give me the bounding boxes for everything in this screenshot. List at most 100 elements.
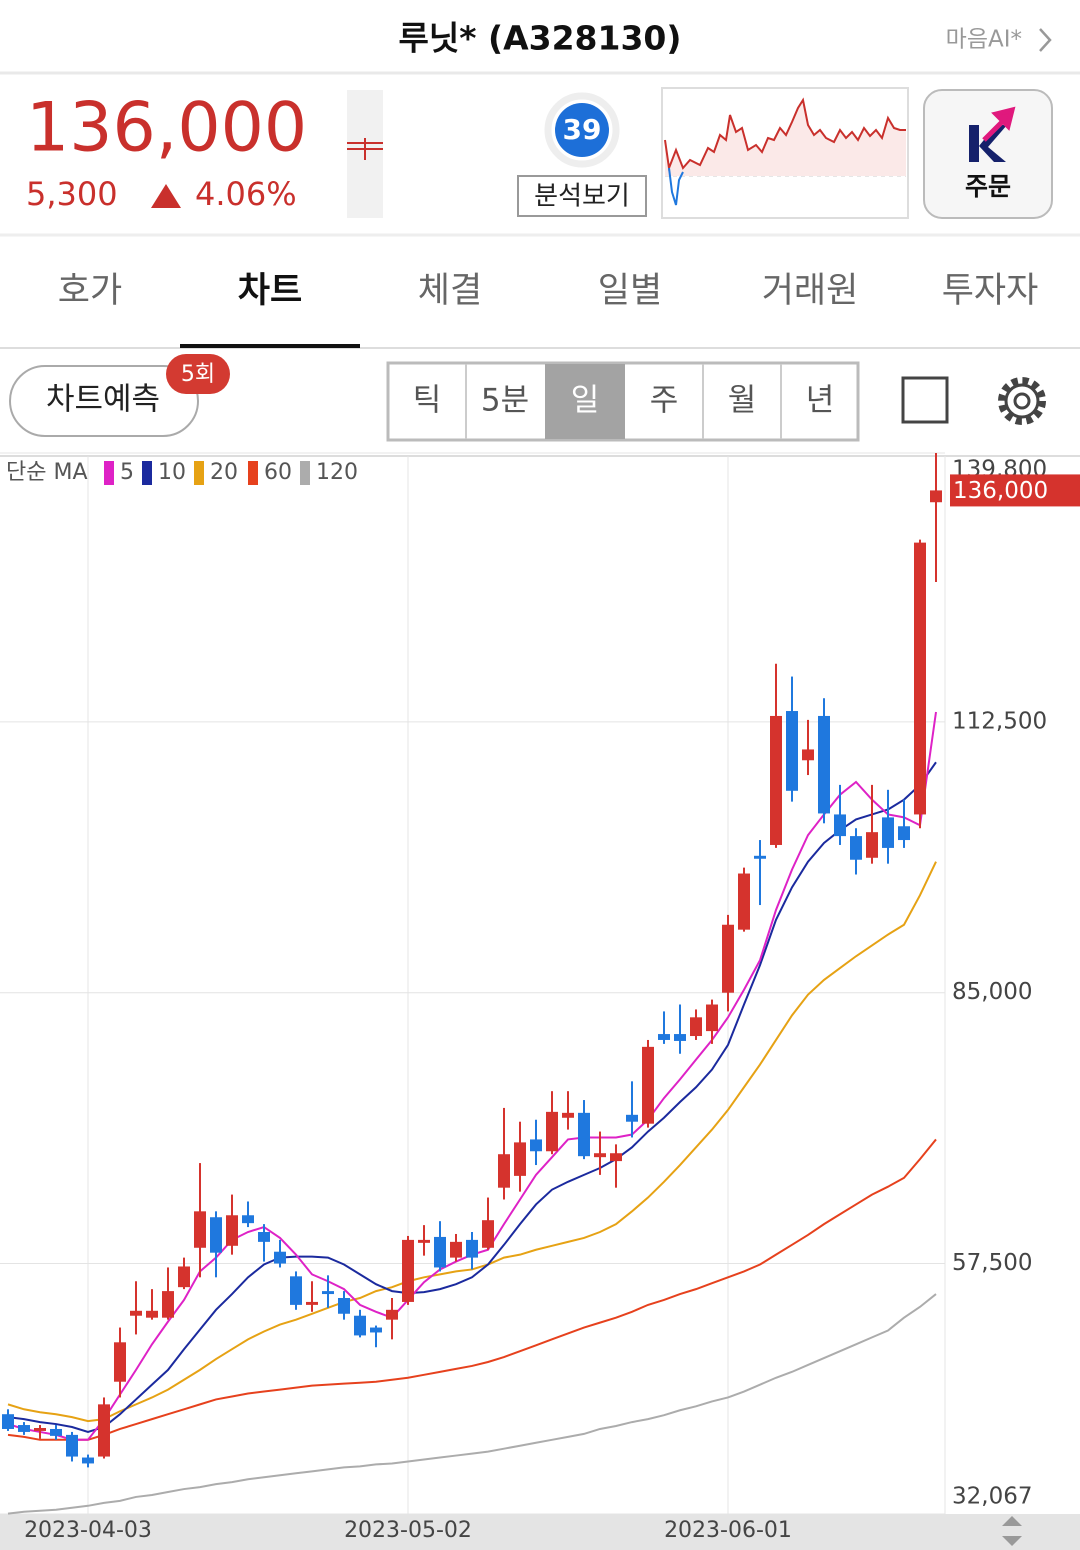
- legend-swatch: [142, 461, 152, 485]
- candle-body: [290, 1276, 302, 1305]
- candle-body: [34, 1427, 46, 1431]
- settings-icon-hub[interactable]: [1013, 392, 1031, 410]
- tab-indicator: [180, 344, 360, 348]
- legend-label: 10: [158, 460, 186, 485]
- candle-body: [770, 715, 782, 845]
- sparkline-low: [668, 167, 684, 206]
- candle-body: [66, 1434, 78, 1457]
- candle-body: [162, 1291, 174, 1318]
- scale-handle[interactable]: [1002, 1516, 1022, 1546]
- tab[interactable]: 호가: [58, 271, 122, 311]
- candle-body: [306, 1301, 318, 1305]
- sparkline: [664, 97, 906, 172]
- predict-label[interactable]: 차트예측: [46, 382, 160, 418]
- candle-body: [418, 1239, 430, 1243]
- period-dividers: [465, 364, 782, 439]
- candle-body: [642, 1046, 654, 1124]
- predict-badge: [166, 354, 230, 394]
- y-tick-label: 57,500: [952, 1250, 1032, 1276]
- settings-icon-teeth[interactable]: [998, 377, 1046, 425]
- tab[interactable]: 투자자: [942, 271, 1039, 311]
- order-logo-arrow[interactable]: [982, 106, 1016, 142]
- candle-body: [658, 1034, 670, 1040]
- x-tick-label: 2023-06-01: [664, 1518, 792, 1543]
- candle-body: [514, 1142, 526, 1176]
- candle-body: [98, 1404, 110, 1457]
- order-label[interactable]: 주문: [965, 172, 1011, 201]
- period[interactable]: 틱: [413, 383, 442, 419]
- analysis-button[interactable]: [517, 175, 647, 217]
- candle-body: [530, 1139, 542, 1152]
- legend-label: 20: [210, 460, 238, 485]
- candle-body: [274, 1251, 286, 1264]
- candle-body: [130, 1310, 142, 1316]
- candle-body: [466, 1239, 478, 1258]
- candle-body: [434, 1236, 446, 1268]
- score: 39: [563, 113, 602, 146]
- score-badge: [555, 103, 609, 157]
- candle-body: [802, 749, 814, 761]
- candle-body: [114, 1342, 126, 1382]
- candle-body: [450, 1241, 462, 1258]
- candle-body: [722, 924, 734, 993]
- ma-legend-title: 단순 MA: [6, 460, 88, 485]
- candle-body: [818, 715, 830, 814]
- candle-body: [18, 1425, 30, 1432]
- candle-body: [178, 1266, 190, 1288]
- candle-body: [898, 826, 910, 841]
- tab[interactable]: 거래원: [762, 271, 859, 311]
- candle-body: [674, 1034, 686, 1041]
- candle-body: [386, 1309, 398, 1320]
- period-active[interactable]: 일: [571, 383, 600, 419]
- candle-body: [866, 832, 878, 858]
- candle-body: [610, 1153, 622, 1162]
- candle-body: [914, 542, 926, 815]
- candle-body: [706, 1004, 718, 1032]
- legend-label: 60: [264, 460, 292, 485]
- candle-body: [882, 817, 894, 848]
- chart: 32,06757,50085,000112,500139,8002023-04-…: [0, 452, 1080, 1543]
- order-logo[interactable]: [969, 125, 1007, 162]
- candle-body: [562, 1112, 574, 1118]
- candle-body: [50, 1428, 62, 1436]
- predict-button[interactable]: [9, 365, 199, 437]
- change-rate: 4.06%: [195, 175, 297, 213]
- chevron[interactable]: [1039, 28, 1052, 52]
- legend-swatch: [104, 461, 114, 485]
- next-stock[interactable]: 마음AI*: [946, 27, 1022, 53]
- candle-body: [626, 1114, 638, 1122]
- tab[interactable]: 일별: [598, 271, 662, 311]
- period[interactable]: 5분: [481, 383, 529, 419]
- period-selected: [545, 364, 625, 439]
- settings-icon[interactable]: [1004, 383, 1040, 419]
- x-axis-band: [0, 1514, 1080, 1550]
- analysis-label[interactable]: 분석보기: [534, 182, 630, 212]
- score-ring: [544, 92, 620, 168]
- period[interactable]: 월: [728, 383, 757, 419]
- candle-body: [194, 1211, 206, 1248]
- candle-body: [690, 1017, 702, 1037]
- candle-body: [258, 1232, 270, 1242]
- y-tick-label: 112,500: [952, 708, 1047, 734]
- fullscreen-icon[interactable]: [901, 376, 949, 424]
- period[interactable]: 년: [806, 383, 835, 419]
- period[interactable]: 주: [650, 383, 679, 419]
- x-tick-label: 2023-04-03: [24, 1518, 152, 1543]
- legend-swatch: [300, 461, 310, 485]
- candle-body: [786, 711, 798, 791]
- candle-body: [82, 1457, 94, 1464]
- tab-active[interactable]: 차트: [238, 271, 302, 311]
- candle-body: [498, 1154, 510, 1188]
- candle-body: [338, 1297, 350, 1314]
- candle-body: [210, 1217, 222, 1253]
- candle-body: [402, 1239, 414, 1302]
- candle-body: [482, 1220, 494, 1248]
- candle-body: [754, 855, 766, 859]
- tab[interactable]: 체결: [418, 271, 482, 311]
- candle-body: [226, 1215, 238, 1246]
- candle-body: [834, 814, 846, 837]
- legend-swatch: [248, 461, 258, 485]
- y-tick-label: 85,000: [952, 979, 1032, 1005]
